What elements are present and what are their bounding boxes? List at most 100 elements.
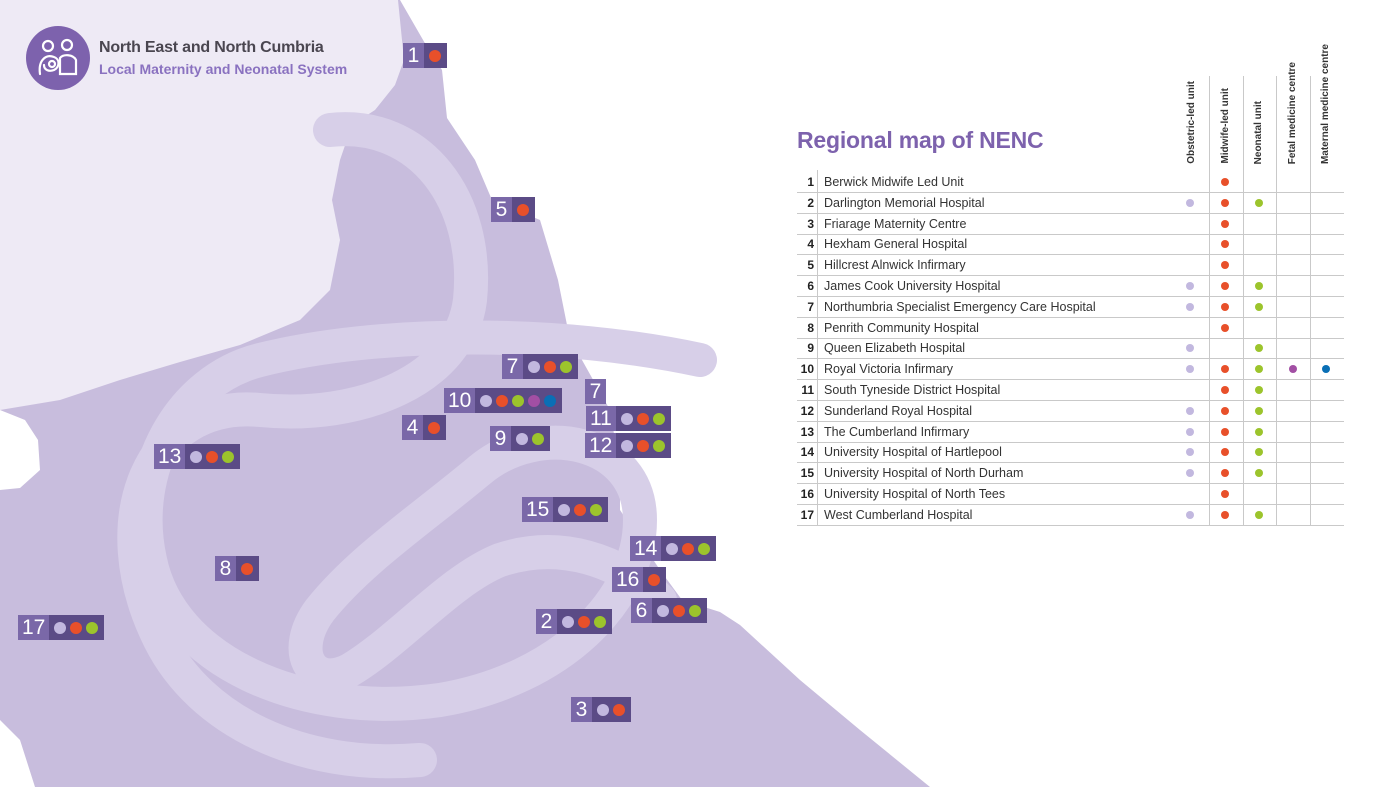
service-dot-obstetric	[1186, 510, 1194, 519]
service-dot-neonatal	[698, 542, 711, 555]
marker-number: 5	[491, 197, 512, 222]
legend-row-number: 5	[807, 258, 814, 273]
logo-title: North East and North Cumbria	[99, 39, 324, 56]
service-dot-fetal	[528, 394, 541, 407]
marker-number: 4	[402, 415, 423, 440]
service-dot-maternal	[544, 394, 557, 407]
map-marker: 3	[571, 697, 631, 722]
service-dot-obstetric	[1186, 365, 1194, 374]
legend-column-label: Neonatal unit	[1253, 100, 1264, 164]
legend-column-label: Obstetric-led unit	[1186, 81, 1197, 164]
service-dot-obstetric	[1186, 302, 1194, 311]
map-marker: 12	[585, 433, 672, 458]
legend-row-number: 4	[807, 237, 814, 252]
legend-row-number: 12	[800, 403, 814, 418]
service-dot-neonatal	[1255, 198, 1263, 207]
marker-number: 16	[612, 567, 644, 592]
legend-column-header: Fetal medicine centre	[1277, 40, 1311, 164]
legend-row: 5 Hillcrest Alnwick Infirmary	[797, 255, 1344, 277]
service-dot-midwife	[1221, 302, 1229, 311]
marker-number: 11	[586, 406, 616, 431]
service-dot-neonatal	[1255, 510, 1263, 519]
legend-row-number: 14	[800, 445, 814, 460]
service-dot-midwife	[1221, 490, 1229, 498]
service-dot-obstetric	[620, 412, 633, 425]
service-dot-midwife	[673, 604, 685, 617]
service-dot-obstetric	[666, 542, 679, 555]
service-dot-obstetric	[1186, 469, 1194, 478]
legend-row-name: Hillcrest Alnwick Infirmary	[824, 258, 966, 273]
service-dot-neonatal	[1255, 365, 1263, 374]
legend-row-name: University Hospital of Hartlepool	[824, 445, 1002, 460]
map-marker: 10	[444, 388, 563, 413]
legend-divider	[817, 170, 818, 526]
marker-number: 15	[522, 497, 554, 522]
service-dot-midwife	[1221, 386, 1229, 394]
legend-row-number: 17	[800, 507, 814, 522]
service-dot-midwife	[206, 450, 219, 463]
swirl-stroke	[117, 112, 489, 779]
marker-number: 9	[490, 426, 511, 451]
service-dot-neonatal	[1255, 386, 1263, 394]
service-dot-neonatal	[590, 503, 603, 516]
map-marker: 8	[215, 556, 259, 581]
logo-subtitle: Local Maternity and Neonatal System	[99, 61, 348, 77]
legend-row-name: Northumbria Specialist Emergency Care Ho…	[824, 299, 1096, 314]
marker-number: 3	[571, 697, 592, 722]
service-dot-midwife	[1221, 406, 1229, 415]
map-marker: 7	[502, 354, 578, 379]
legend-row-name: South Tyneside District Hospital	[824, 383, 1001, 397]
legend-column-header: Midwife-led unit	[1210, 40, 1244, 164]
map-marker: 6	[631, 598, 707, 623]
legend-row: 11 South Tyneside District Hospital	[797, 380, 1344, 401]
legend-row: 14 University Hospital of Hartlepool	[797, 442, 1344, 464]
map-marker: 7	[585, 379, 606, 404]
legend-row-number: 7	[807, 299, 814, 314]
legend-row: 8 Penrith Community Hospital	[797, 318, 1344, 339]
map-marker: 17	[18, 615, 105, 640]
map-marker: 4	[402, 415, 446, 440]
service-dot-neonatal	[1255, 448, 1263, 457]
swirl-stroke	[128, 320, 717, 721]
service-dot-midwife	[429, 49, 441, 62]
service-dot-midwife	[70, 621, 83, 634]
legend-row-number: 10	[800, 362, 814, 377]
marker-number: 14	[630, 536, 662, 561]
map-marker: 14	[630, 536, 717, 561]
legend-row: 2 Darlington Memorial Hospital	[797, 193, 1344, 214]
service-dot-neonatal	[594, 615, 606, 628]
service-dot-obstetric	[190, 450, 203, 463]
legend-column-label: Midwife-led unit	[1220, 88, 1231, 164]
marker-number: 7	[585, 379, 606, 404]
legend-column-label: Maternal medicine centre	[1320, 43, 1331, 164]
service-dot-midwife	[578, 615, 590, 628]
legend-row-number: 8	[807, 320, 814, 335]
service-dot-neonatal	[653, 439, 666, 452]
legend-row: 16 University Hospital of North Tees	[797, 484, 1344, 505]
legend-divider	[1276, 76, 1277, 526]
legend-row-number: 2	[807, 195, 814, 210]
legend-divider	[1310, 76, 1311, 526]
marker-number: 10	[444, 388, 476, 413]
service-dot-midwife	[1221, 240, 1229, 249]
service-dot-midwife	[1221, 510, 1229, 519]
service-dot-fetal	[1289, 365, 1297, 374]
legend-row: 9 Queen Elizabeth Hospital	[797, 338, 1344, 360]
service-dot-neonatal	[652, 412, 665, 425]
service-dot-midwife	[613, 703, 625, 716]
marker-number: 1	[403, 43, 424, 68]
map-marker: 13	[154, 444, 241, 469]
service-dot-neonatal	[1255, 469, 1263, 478]
service-dot-midwife	[637, 439, 650, 452]
service-dot-neonatal	[1255, 302, 1263, 311]
service-dot-obstetric	[480, 394, 493, 407]
service-dot-obstetric	[54, 621, 67, 634]
service-dot-midwife	[1221, 282, 1229, 290]
legend-divider	[1209, 76, 1210, 526]
lmns-logo: North East and North Cumbria Local Mater…	[26, 26, 347, 90]
map-marker: 2	[536, 609, 612, 634]
legend-row-name: Penrith Community Hospital	[824, 320, 979, 335]
marker-number: 17	[18, 615, 50, 640]
service-dot-midwife	[428, 421, 440, 434]
marker-number: 2	[536, 609, 557, 634]
